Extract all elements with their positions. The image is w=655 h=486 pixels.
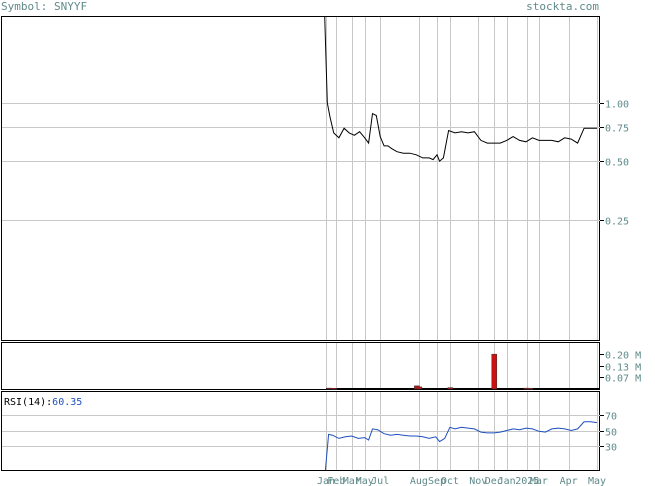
x-tick-label-10: Jan (498, 476, 516, 486)
x-tick-label-7: Oct (441, 476, 459, 486)
volume-bar-3 (416, 386, 423, 390)
volume-bar-1 (331, 388, 337, 390)
volume-panel (1, 342, 600, 390)
x-tick-label-14: May (588, 476, 606, 486)
volume-tick-label-2: 0.07 M (605, 374, 641, 385)
price-panel (1, 16, 600, 341)
x-tick-label-4: Jul (371, 476, 389, 486)
volume-bars (326, 353, 600, 390)
rsi-tick-label-0: 70 (605, 412, 617, 423)
volume-tick-label-1: 0.13 M (605, 363, 641, 374)
volume-bar-7 (527, 388, 534, 390)
rsi-series (324, 421, 598, 471)
price-tick-label-1: 0.75 (605, 124, 629, 135)
x-tick-label-13: Apr (560, 476, 578, 486)
x-tick-label-11: 2025 (515, 476, 539, 486)
price-line (324, 15, 597, 163)
volume-bar-4 (447, 387, 454, 390)
rsi-tick-label-1: 50 (605, 428, 617, 439)
symbol-label: Symbol: SNYYF (1, 0, 88, 13)
rsi-label: RSI(14): (4, 397, 53, 408)
price-series (324, 15, 597, 163)
rsi-indicator: RSI(14):60.35 (4, 397, 82, 408)
x-tick-label-1: Feb (327, 476, 345, 486)
panel-frames (1, 16, 600, 471)
x-tick-label-2: Mar (343, 476, 361, 486)
grid-lines (2, 17, 604, 470)
site-label: stockta.com (526, 0, 599, 13)
axis-labels: 1.00 0.75 0.50 0.25 0.20 M0.13 M0.07 M 70 50 30… (317, 100, 641, 486)
x-tick-label-8: Nov (469, 476, 487, 486)
price-tick-label-0: 1.00 (605, 100, 629, 111)
volume-bar-0 (326, 387, 332, 390)
rsi-line (324, 421, 598, 471)
x-tick-label-0: Jan (317, 476, 335, 486)
price-tick-label-3: 0.25 (605, 217, 629, 228)
volume-bar-5 (491, 353, 498, 390)
rsi-value: 60.35 (52, 397, 83, 408)
x-tick-label-3: May (356, 476, 374, 486)
x-tick-label-9: Dec (485, 476, 503, 486)
x-tick-label-5: Aug (410, 476, 428, 486)
price-tick-label-2: 0.50 (605, 158, 629, 169)
x-tick-label-6: Sep (428, 476, 446, 486)
volume-tick-label-0: 0.20 M (605, 351, 641, 362)
x-tick-label-12: Mar (530, 476, 548, 486)
rsi-tick-label-2: 30 (605, 443, 617, 454)
